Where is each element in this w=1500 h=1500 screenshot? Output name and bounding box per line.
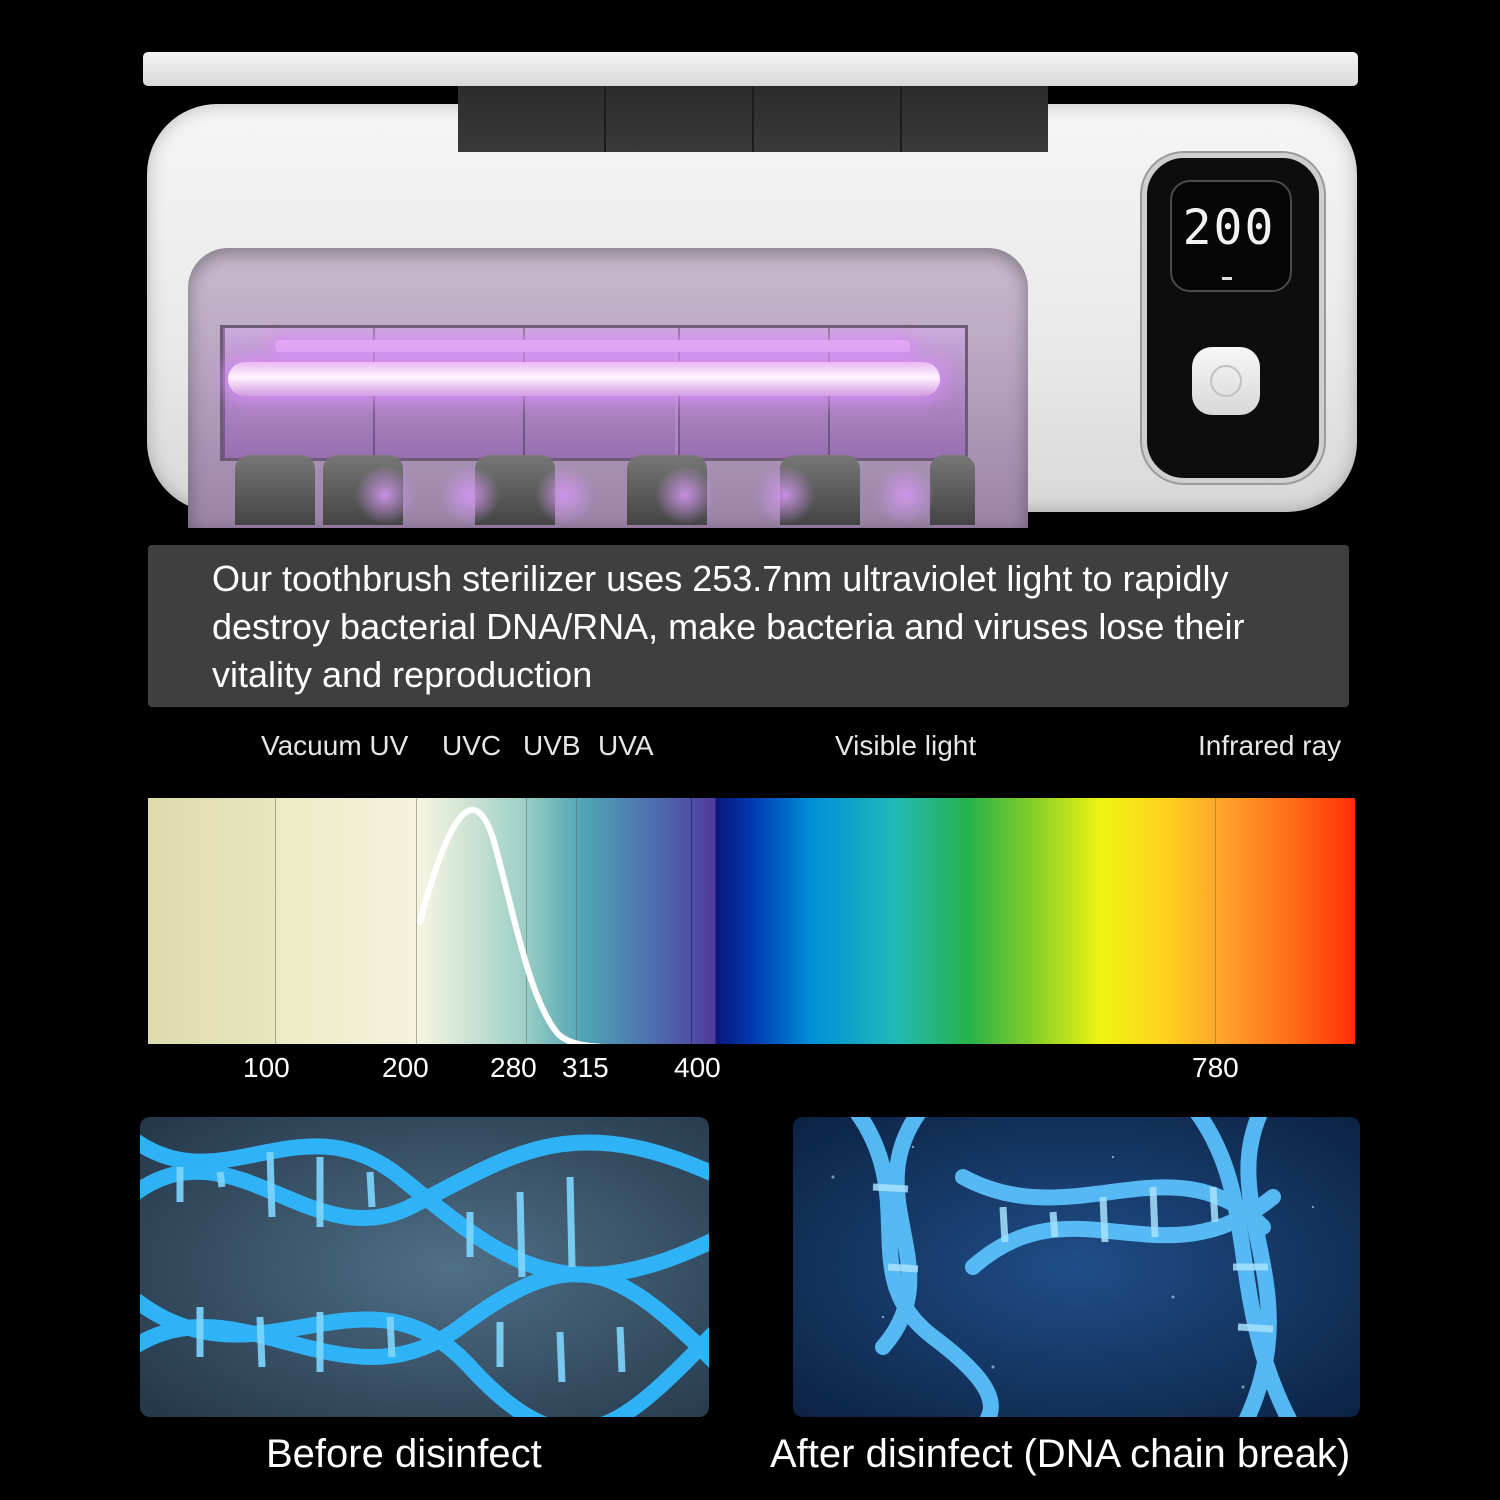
band-label-infrared: Infrared ray xyxy=(1198,730,1342,761)
uv-light-strip xyxy=(275,340,910,352)
uv-lamp-tube xyxy=(228,362,940,396)
band-label-vacuum-uv: Vacuum UV xyxy=(261,730,409,761)
toothbrush-holders xyxy=(235,455,975,525)
band-label-uva: UVA xyxy=(598,730,654,761)
light-spectrum-bar xyxy=(148,798,1355,1044)
description-box: Our toothbrush sterilizer uses 253.7nm u… xyxy=(148,545,1349,707)
power-button[interactable] xyxy=(1192,347,1260,415)
tick-label: 780 xyxy=(1192,1052,1239,1083)
tick-label: 280 xyxy=(490,1052,537,1083)
tick-label: 315 xyxy=(562,1052,609,1083)
tick-label: 400 xyxy=(674,1052,721,1083)
dna-after-image xyxy=(793,1117,1360,1417)
digital-display xyxy=(1170,180,1292,292)
sterilizer-device: 200 xyxy=(0,0,1500,540)
uvc-absorption-curve xyxy=(417,807,604,1044)
band-label-uvc: UVC xyxy=(442,730,502,761)
display-indicator xyxy=(1222,277,1232,280)
display-value: 200 xyxy=(1182,200,1276,256)
band-label-uvb: UVB xyxy=(523,730,581,761)
device-top-shelf xyxy=(143,52,1358,86)
band-label-visible-light: Visible light xyxy=(835,730,977,761)
tick-label: 200 xyxy=(382,1052,429,1083)
wall-mount-bracket xyxy=(458,86,1048,152)
power-button-icon xyxy=(1210,365,1242,397)
after-image-label: After disinfect (DNA chain break) xyxy=(770,1432,1351,1476)
tick-label: 100 xyxy=(243,1052,290,1083)
before-image-label: Before disinfect xyxy=(266,1432,542,1476)
dna-before-image xyxy=(140,1117,709,1417)
description-text: Our toothbrush sterilizer uses 253.7nm u… xyxy=(212,558,1245,695)
